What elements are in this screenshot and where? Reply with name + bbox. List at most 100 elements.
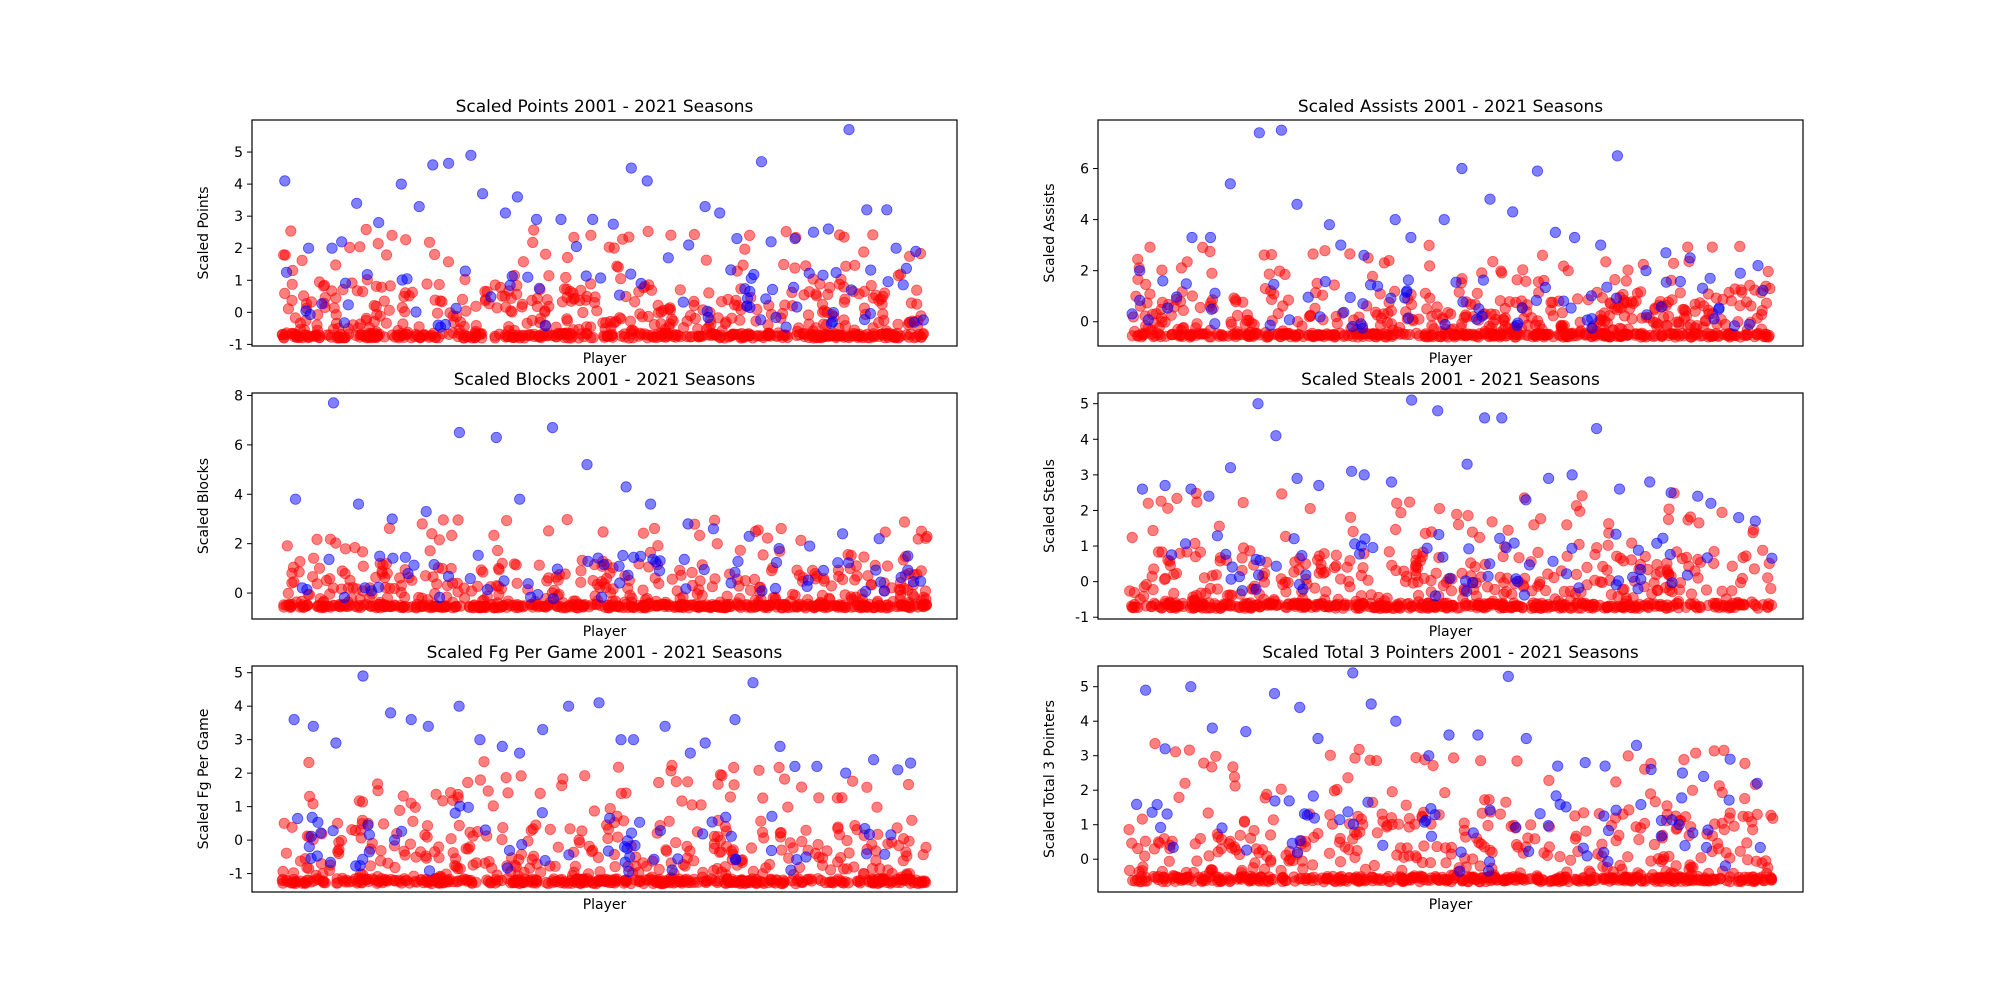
data-point-blue [1401,285,1413,297]
data-point-red [383,304,395,316]
data-point-red [311,324,324,336]
data-point-red [1225,316,1237,328]
data-point-red [1173,600,1185,612]
data-point-blue [555,213,567,225]
data-point-red [733,876,745,888]
data-point-red [1241,309,1254,321]
data-point-blue [878,585,890,597]
data-point-blue [485,291,497,303]
data-point-blue [1136,483,1149,495]
data-point-red [1371,873,1383,885]
data-point-red [815,874,827,887]
data-point-red [1656,329,1668,341]
data-point-red [1466,526,1479,538]
data-point-red [1351,828,1363,841]
data-point-blue [1610,528,1622,540]
data-point-blue [1698,770,1710,783]
data-point-blue [641,175,653,187]
data-point-red [1224,873,1236,885]
data-point-red [811,332,823,344]
data-point-blue [459,265,471,277]
data-point-red [1535,513,1547,525]
data-point-blue [1302,291,1314,303]
data-point-blue [592,552,604,564]
data-point-red [1126,837,1138,849]
data-point-red [1662,513,1675,526]
data-point-red [1734,300,1746,312]
data-point-blue [1268,278,1280,290]
data-point-red [1646,598,1658,611]
data-point-blue [633,816,646,828]
data-point-red [884,600,896,613]
data-point-red [380,317,392,329]
data-point-red [1516,601,1528,614]
data-point-red [1631,287,1644,299]
data-point-red [1424,292,1436,304]
data-point-red [561,315,574,327]
data-point-red [1317,289,1329,301]
data-point-red [1323,847,1336,859]
data-point-red [648,522,661,535]
data-point-red [734,544,746,556]
data-point-red [1580,825,1592,837]
data-point-blue [725,830,737,842]
data-point-red [574,836,586,849]
data-point-blue [621,842,633,855]
data-point-red [1647,873,1660,886]
data-point-blue [725,577,737,589]
data-point-red [1369,601,1381,614]
data-point-red [1367,328,1379,340]
data-point-red [1489,308,1501,321]
data-point-blue [587,213,599,225]
subplot-title: Scaled Points 2001 - 2021 Seasons [456,97,754,117]
data-point-red [1179,777,1191,789]
data-point-red [730,294,742,306]
data-point-blue [1679,839,1691,852]
data-point-red [1279,601,1292,613]
data-point-red [681,330,693,343]
data-point-red [505,305,517,317]
data-point-blue [879,848,891,860]
data-point-red [832,821,844,833]
data-point-red [1321,328,1333,340]
data-point-blue [1134,294,1146,306]
data-point-red [282,587,294,599]
data-point-blue [1599,760,1611,772]
data-point-blue [361,268,373,281]
data-point-red [648,600,660,612]
plot-frame [1097,119,1804,347]
data-point-blue [1704,272,1716,284]
data-point-red [533,559,545,571]
data-point-red [1439,787,1451,799]
data-point-red [497,821,509,834]
data-point-blue [1724,753,1736,765]
data-point-red [297,290,310,302]
data-point-red [307,552,320,564]
data-point-red [600,316,612,329]
data-point-blue [832,557,844,569]
data-point-blue [1602,855,1614,868]
data-point-red [670,836,682,849]
data-point-blue [882,276,894,288]
data-point-red [728,761,740,774]
data-point-blue [1542,819,1555,832]
data-point-red [1663,310,1675,322]
data-point-red [693,529,706,542]
data-point-red [344,241,356,254]
data-point-red [716,769,728,782]
data-point-blue [387,552,399,564]
data-point-red [877,308,889,320]
data-point-red [446,529,458,542]
data-point-blue [615,734,627,746]
data-point-blue [582,555,594,568]
data-point-red [858,246,870,258]
data-point-red [1419,330,1431,342]
data-point-blue [765,844,778,857]
data-point-blue [1457,296,1469,308]
data-point-red [688,228,701,241]
data-point-red [1424,260,1436,272]
data-point-red [1266,597,1278,610]
data-point-red [852,875,865,888]
data-point-red [698,875,710,888]
data-point-red [1495,265,1507,277]
